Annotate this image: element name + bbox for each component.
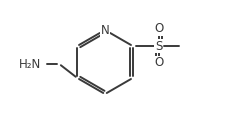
Text: O: O: [154, 23, 163, 35]
Text: O: O: [154, 56, 163, 70]
Text: N: N: [101, 24, 109, 36]
Text: H₂N: H₂N: [19, 57, 41, 71]
Text: S: S: [155, 40, 162, 52]
